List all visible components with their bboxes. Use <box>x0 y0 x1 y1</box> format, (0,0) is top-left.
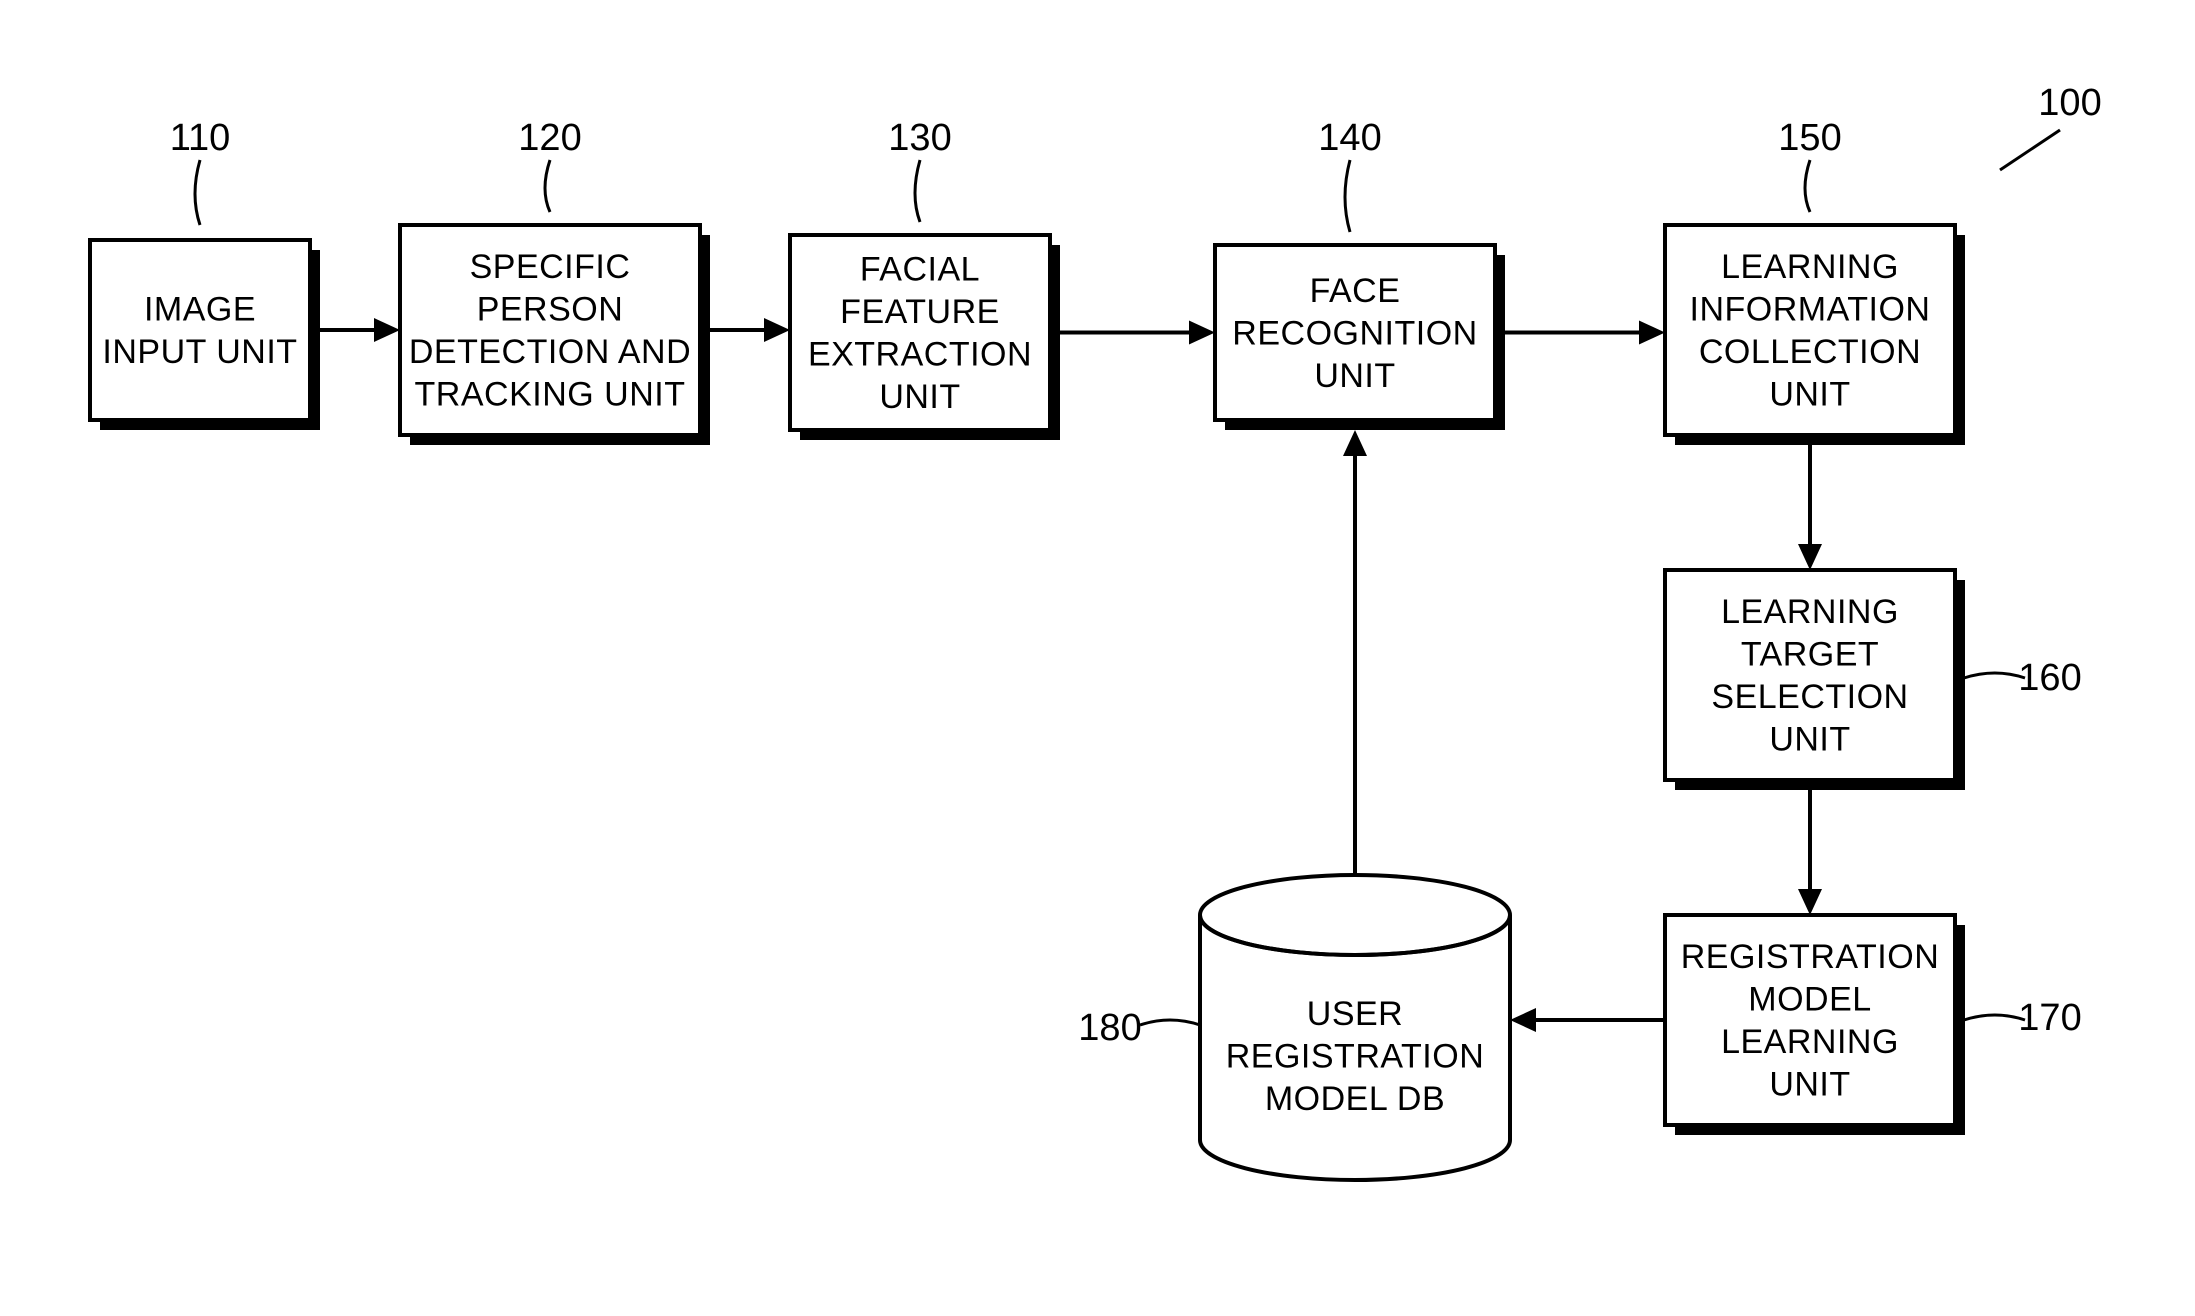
block-label-line: RECOGNITION <box>1232 314 1477 352</box>
block-label-line: UNIT <box>1769 721 1850 759</box>
facial-feature-extraction-unit: FACIAL FEATURE EXTRACTION UNIT <box>790 235 1060 440</box>
block-label-line: PERSON <box>477 291 624 329</box>
learning-info-collection-unit: LEARNING INFORMATION COLLECTION UNIT <box>1665 225 1965 445</box>
block-label-line: COLLECTION <box>1699 333 1921 371</box>
block-label-line: INPUT UNIT <box>102 333 297 371</box>
arrowhead-icon <box>764 318 790 342</box>
ref-label: 180 <box>1078 1007 1141 1049</box>
block-label-line: UNIT <box>879 378 960 416</box>
ref-label: 150 <box>1778 117 1841 159</box>
ref-lead <box>1805 160 1810 212</box>
block-label-line: DETECTION AND <box>409 333 691 371</box>
block-label-line: MODEL <box>1748 981 1871 1019</box>
block-label-line: TARGET <box>1741 636 1879 674</box>
block-label-line: FACIAL <box>860 251 980 289</box>
db-label-line: REGISTRATION <box>1226 1037 1485 1075</box>
ref-label: 110 <box>170 117 231 159</box>
arrowhead-icon <box>1798 544 1822 570</box>
block-label-line: LEARNING <box>1721 248 1899 286</box>
ref-label: 170 <box>2018 997 2081 1039</box>
arrowhead-icon <box>1189 321 1215 345</box>
ref-label: 130 <box>888 117 951 159</box>
arrowhead-icon <box>1798 889 1822 915</box>
block-label-line: SPECIFIC <box>470 248 631 286</box>
block-label-line: LEARNING <box>1721 593 1899 631</box>
ref-lead <box>915 160 920 222</box>
ref-lead <box>195 160 200 225</box>
db-label-line: MODEL DB <box>1265 1080 1445 1118</box>
db-label-line: USER <box>1307 995 1403 1033</box>
person-detection-tracking-unit: SPECIFIC PERSON DETECTION AND TRACKING UNIT <box>400 225 710 445</box>
ref-lead <box>1964 1015 2025 1020</box>
ref-lead <box>1140 1020 1200 1025</box>
block-label-line: SELECTION <box>1711 678 1908 716</box>
block-label-line: INFORMATION <box>1690 291 1931 329</box>
block-label-line: IMAGE <box>144 291 256 329</box>
ref-label: 140 <box>1318 117 1381 159</box>
system-ref-lead <box>2000 130 2060 170</box>
ref-label: 120 <box>518 117 581 159</box>
user-registration-model-db: USER REGISTRATION MODEL DB <box>1200 875 1510 1180</box>
arrowhead-icon <box>1639 321 1665 345</box>
block-label-line: TRACKING UNIT <box>415 376 686 414</box>
block-label-line: UNIT <box>1769 376 1850 414</box>
block-label-line: EXTRACTION <box>808 336 1032 374</box>
image-input-unit: IMAGE INPUT UNIT <box>90 240 320 430</box>
learning-target-selection-unit: LEARNING TARGET SELECTION UNIT <box>1665 570 1965 790</box>
block-label-line: LEARNING <box>1721 1023 1899 1061</box>
ref-lead <box>1964 673 2025 678</box>
ref-lead <box>1345 160 1350 232</box>
block-label-line: UNIT <box>1314 357 1395 395</box>
system-ref-label: 100 <box>2038 82 2101 124</box>
face-recognition-unit: FACE RECOGNITION UNIT <box>1215 245 1505 430</box>
box <box>90 240 310 420</box>
block-label-line: UNIT <box>1769 1066 1850 1104</box>
ref-lead <box>545 160 550 212</box>
arrowhead-icon <box>374 318 400 342</box>
block-label-line: REGISTRATION <box>1681 938 1940 976</box>
arrowhead-icon <box>1343 430 1367 456</box>
registration-model-learning-unit: REGISTRATION MODEL LEARNING UNIT <box>1665 915 1965 1135</box>
block-label-line: FACE <box>1310 272 1401 310</box>
block-label-line: FEATURE <box>840 293 1000 331</box>
ref-label: 160 <box>2018 657 2081 699</box>
arrowhead-icon <box>1510 1008 1536 1032</box>
